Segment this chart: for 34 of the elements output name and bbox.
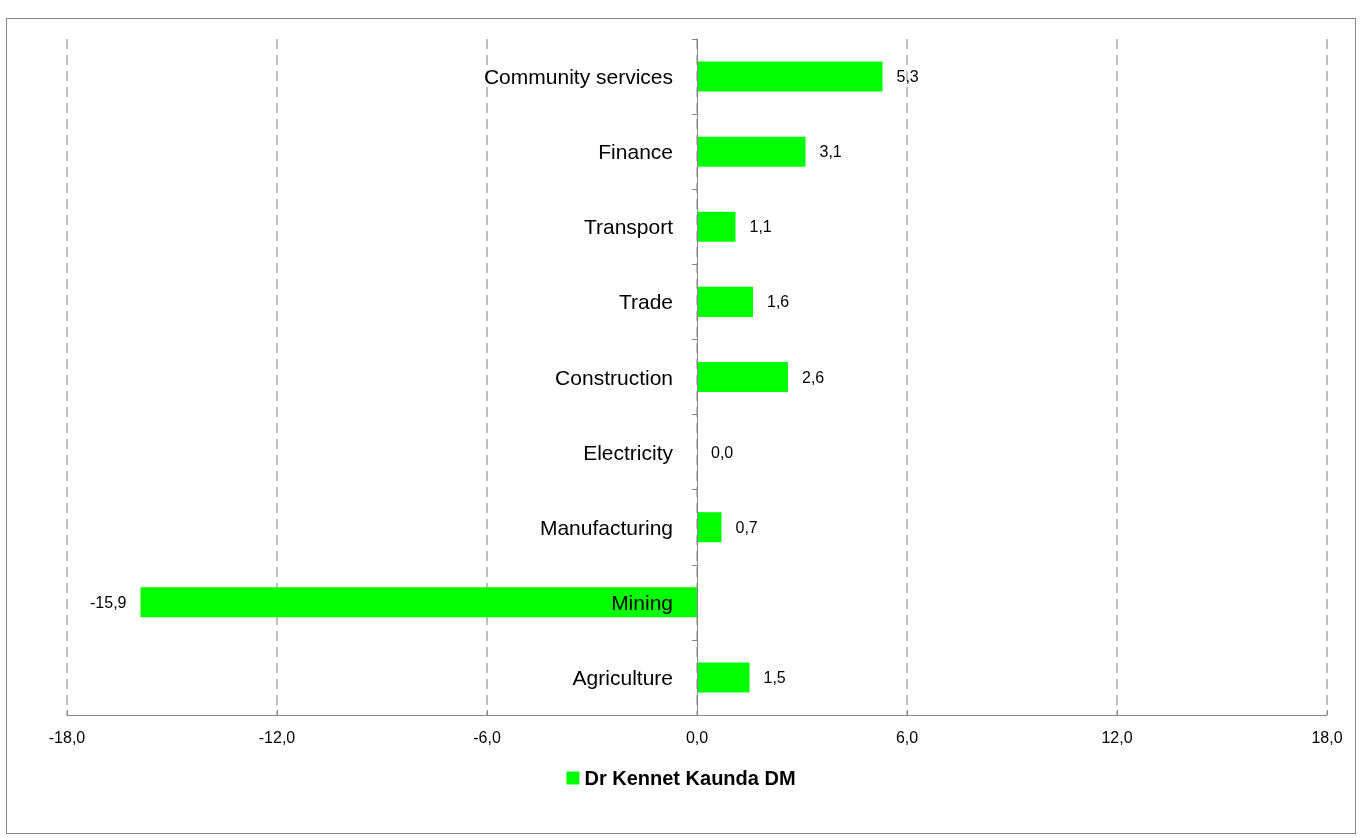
y-tick-label: Construction — [555, 365, 673, 389]
y-tick-label: Electricity — [583, 440, 674, 464]
x-tick-label: 12,0 — [1101, 728, 1133, 746]
data-label: 2,6 — [802, 368, 825, 386]
bar — [697, 361, 788, 393]
y-tick-label: Agriculture — [572, 665, 673, 689]
x-tick-label: 18,0 — [1311, 728, 1343, 746]
bar — [697, 136, 806, 167]
legend-label: Dr Kennet Kaunda DM — [584, 767, 796, 789]
data-label: 0,0 — [711, 443, 734, 461]
x-tick-label: -18,0 — [48, 728, 86, 746]
data-label: -15,9 — [90, 593, 127, 611]
bar — [697, 286, 753, 317]
y-tick-label: Community services — [483, 65, 673, 89]
bar — [697, 211, 736, 242]
data-label: 1,6 — [767, 293, 790, 311]
y-tick-label: Mining — [611, 590, 673, 614]
y-tick-label: Transport — [583, 215, 674, 239]
x-tick-label: 0,0 — [685, 728, 709, 746]
data-label: 0,7 — [735, 518, 758, 536]
data-label: 1,1 — [749, 218, 772, 236]
bar — [697, 512, 722, 543]
y-tick-label: Trade — [618, 290, 673, 314]
data-label: 1,5 — [763, 668, 786, 686]
y-tick-label: Manufacturing — [539, 515, 673, 539]
data-label: 3,1 — [819, 143, 842, 161]
data-label: 5,3 — [896, 68, 919, 86]
bar — [697, 61, 883, 92]
x-tick-label: -6,0 — [473, 728, 501, 746]
x-tick-label: 6,0 — [895, 728, 919, 746]
x-tick-label: -12,0 — [258, 728, 296, 746]
bar — [697, 662, 750, 693]
bar — [140, 587, 697, 618]
y-tick-label: Finance — [598, 140, 673, 164]
